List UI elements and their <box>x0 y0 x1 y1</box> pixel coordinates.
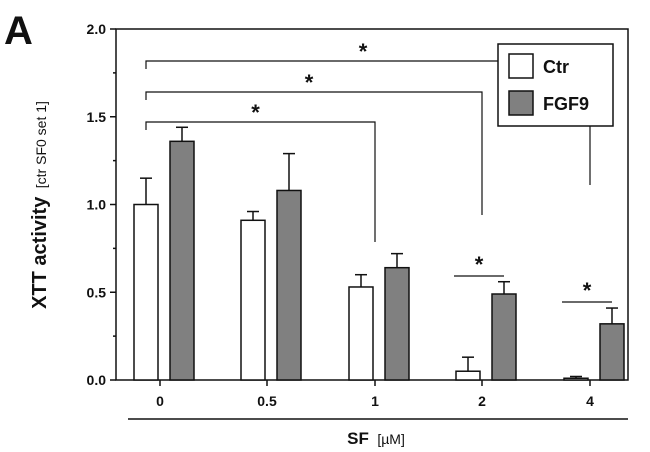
y-tick-label: 0.0 <box>87 372 107 388</box>
bar-fgf9 <box>169 140 195 381</box>
bar-ctr <box>133 203 159 381</box>
x-tick-label: 1 <box>371 393 379 409</box>
bar-ctr <box>348 286 374 381</box>
x-axis-title: SF [µM] <box>347 429 405 448</box>
y-tick-label: 2.0 <box>87 21 107 37</box>
panel-label: A <box>4 9 33 53</box>
significance-star: * <box>251 100 260 125</box>
bar-ctr <box>455 370 481 381</box>
bar-ctr <box>563 377 589 381</box>
y-axis: 0.0 0.5 1.0 1.5 2.0 <box>87 21 116 388</box>
legend-swatch-ctr <box>508 53 534 79</box>
y-tick-label: 1.5 <box>87 109 107 125</box>
legend-label-fgf9: FGF9 <box>543 94 589 114</box>
x-tick-label: 0 <box>156 393 164 409</box>
bars-group <box>133 126 625 381</box>
bar-fgf9 <box>599 323 625 381</box>
x-tick-label: 4 <box>586 393 594 409</box>
legend-swatch-fgf9 <box>508 90 534 116</box>
bar-fgf9 <box>491 293 517 381</box>
significance-star: * <box>305 70 314 95</box>
legend-label-ctr: Ctr <box>543 57 569 77</box>
significance-annotations: * * * * * <box>145 39 612 303</box>
significance-star: * <box>359 39 368 64</box>
x-axis: 0 0.5 1 2 4 <box>156 380 594 409</box>
y-tick-label: 1.0 <box>87 197 107 213</box>
x-tick-label: 2 <box>478 393 486 409</box>
bar-ctr <box>240 219 266 381</box>
bar-fgf9 <box>384 266 410 381</box>
y-axis-title: XTT activity [ctr SF0 set 1] <box>29 101 51 309</box>
significance-star: * <box>475 252 484 277</box>
significance-bracket <box>145 121 376 242</box>
y-tick-label: 0.5 <box>87 284 107 300</box>
significance-star: * <box>583 278 592 303</box>
x-tick-label: 0.5 <box>257 393 277 409</box>
bar-fgf9 <box>276 189 302 381</box>
legend: Ctr FGF9 <box>497 43 614 127</box>
significance-bracket <box>145 91 483 215</box>
